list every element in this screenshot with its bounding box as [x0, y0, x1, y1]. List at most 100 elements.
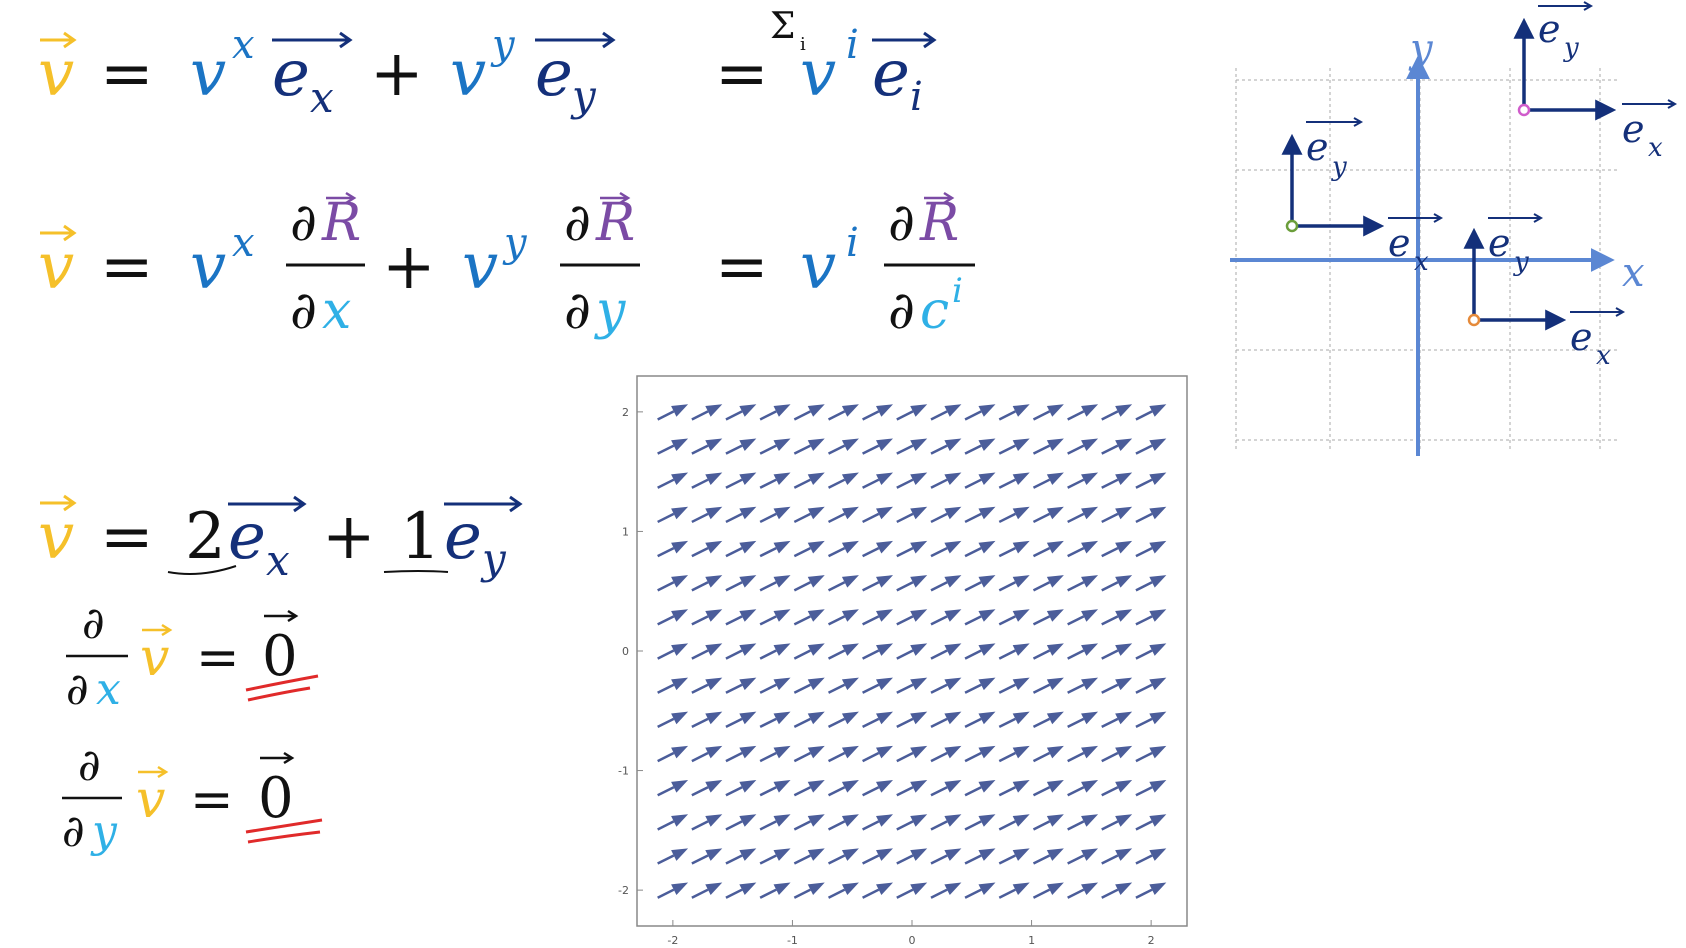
basis-vector-diagram: x y e y e x e y e x [1230, 1, 1678, 456]
field-arrow [827, 472, 859, 489]
x-tick-label: 0 [909, 934, 916, 947]
subscript-y: y [480, 534, 507, 583]
component-vx: v [190, 37, 226, 111]
field-arrow [862, 609, 894, 626]
label-arrowhead-icon [1353, 117, 1364, 127]
field-arrow [1101, 609, 1133, 626]
partial-symbol: ∂ [564, 193, 591, 253]
field-arrow [1135, 677, 1167, 694]
field-arrow [1101, 540, 1133, 558]
field-arrow [930, 745, 962, 763]
component-vi: v [800, 37, 836, 111]
field-arrow [964, 711, 996, 728]
vector-arrowhead-icon [63, 31, 77, 49]
field-arrow [1135, 745, 1167, 763]
coordinate-y: y [90, 806, 118, 857]
field-arrow [657, 814, 689, 831]
field-arrow [1101, 404, 1133, 421]
field-arrow [793, 438, 825, 455]
field-arrow [827, 745, 859, 763]
field-arrow [759, 780, 791, 797]
field-arrow [998, 575, 1030, 592]
partial-symbol: ∂ [82, 598, 105, 649]
field-arrow [657, 438, 689, 455]
partial-symbol: ∂ [290, 193, 317, 253]
field-arrow [827, 609, 859, 626]
subscript-y: y [570, 71, 597, 120]
ey-label: e [1538, 7, 1561, 51]
field-arrow [691, 780, 723, 797]
position-R: R [321, 193, 361, 253]
field-arrow [793, 745, 825, 763]
equals-sign: = [190, 770, 234, 830]
field-arrow [1067, 677, 1099, 694]
vector-arrowhead-icon [157, 765, 169, 779]
field-arrow [725, 609, 757, 626]
field-arrow [896, 711, 928, 728]
field-arrow [1067, 711, 1099, 728]
v-vector-symbol: v [136, 770, 165, 830]
field-arrow [930, 438, 962, 455]
field-arrow [725, 882, 757, 899]
field-arrow [1067, 506, 1099, 524]
field-arrow [827, 780, 859, 797]
field-arrow [657, 575, 689, 592]
coordinate-c: c [920, 281, 949, 341]
field-arrow [998, 848, 1030, 865]
coordinate-x: x [96, 664, 121, 715]
equation-4: ∂ ∂ x v = 0 [66, 598, 319, 715]
equation-5: ∂ ∂ y v = 0 [62, 740, 323, 857]
field-arrow [896, 609, 928, 626]
field-arrow [725, 506, 757, 524]
equation-1: v = v x e x + v y e y = v i e i Σ i [38, 6, 937, 122]
basis-arrowhead-icon [602, 31, 616, 49]
field-arrow [1101, 848, 1133, 865]
field-arrow [964, 643, 996, 660]
equation-2: v = v x ∂ R ∂ x + v y ∂ R ∂ y = v i ∂ R … [38, 191, 975, 341]
field-arrow [725, 438, 757, 455]
field-arrow [1067, 404, 1099, 421]
basis-e: e [272, 37, 310, 111]
field-arrow [657, 780, 689, 797]
field-arrow [862, 814, 894, 831]
x-tick-label: -1 [787, 934, 798, 947]
field-arrow [896, 780, 928, 797]
field-arrow [930, 575, 962, 592]
plot-ticks: -2 -1 0 1 2 -2 -1 0 1 2 [618, 406, 1155, 947]
field-arrow [793, 814, 825, 831]
field-arrow [725, 711, 757, 728]
basis-e: e [444, 500, 482, 574]
field-arrow [1067, 609, 1099, 626]
ex-label: e [1570, 315, 1593, 359]
basis-arrowhead-icon [293, 495, 307, 513]
field-arrow [759, 848, 791, 865]
vector-arrowhead-icon [345, 191, 357, 205]
equals-sign: = [196, 628, 240, 688]
field-arrow [793, 848, 825, 865]
coefficient-2: 2 [185, 500, 226, 574]
label-arrowhead-icon [1583, 1, 1594, 11]
ex-label: e [1388, 221, 1411, 265]
field-arrow [1067, 780, 1099, 797]
field-arrow [691, 711, 723, 728]
ex-subscript: x [1648, 133, 1663, 163]
field-arrow [793, 575, 825, 592]
red-underline [245, 818, 323, 834]
field-arrow [691, 404, 723, 421]
field-arrow [1101, 711, 1133, 728]
partial-symbol: ∂ [888, 281, 915, 341]
field-arrow [725, 472, 757, 489]
field-arrow [930, 643, 962, 660]
v-vector-symbol: v [140, 628, 169, 688]
field-arrow [793, 404, 825, 421]
field-arrow [896, 575, 928, 592]
field-arrow [930, 780, 962, 797]
field-arrow [964, 575, 996, 592]
field-arrow [1032, 814, 1064, 831]
v-vector-symbol: v [38, 37, 74, 111]
ey-subscript: y [1331, 152, 1347, 182]
field-arrow [827, 438, 859, 455]
field-arrow [1101, 506, 1133, 524]
field-arrow [691, 438, 723, 455]
